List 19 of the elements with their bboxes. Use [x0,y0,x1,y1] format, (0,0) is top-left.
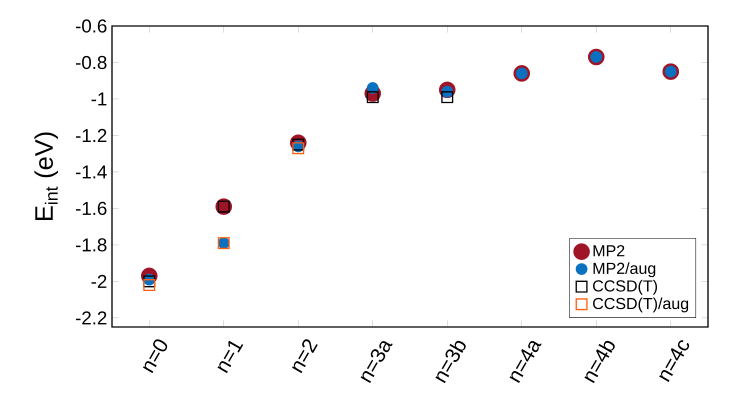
x-tick-label: n=2 [292,339,318,374]
legend-label: CCSD(T) [593,280,657,295]
x-tick-label: n=1 [217,340,244,374]
y-axis-title: E$_{int}$ (eV) [34,132,58,220]
legend-label: CCSD(T)/aug [593,297,688,312]
y-tick-label: -2.2 [76,311,106,324]
point [441,91,454,104]
x-tick-label: n=0 [142,339,168,374]
y-tick-label: -2 [92,274,106,288]
y-tick-label: -1 [92,92,106,106]
y-tick-label: -1.2 [76,128,106,142]
y-tick-label: -1.8 [76,238,106,252]
y-tick-label: -0.6 [76,19,106,33]
y-tick-label: -1.4 [76,166,107,178]
legend-label: MP2/aug [594,262,656,278]
point [143,279,156,292]
legend-label: MP2 [594,245,624,256]
y-tick-label: -1.6 [76,202,106,216]
y-tick-label: -0.8 [76,56,106,70]
